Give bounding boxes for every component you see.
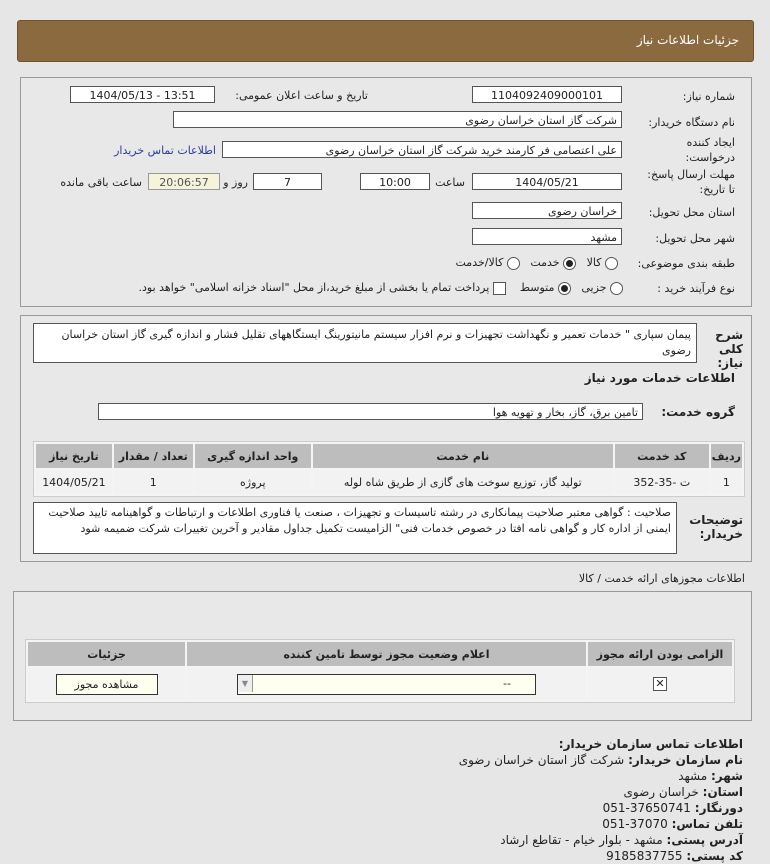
need-number-field: 1104092409000101 bbox=[472, 86, 622, 103]
province-label: استان محل تحویل: bbox=[648, 206, 735, 219]
process-radio-minor[interactable] bbox=[610, 281, 623, 295]
table-header-row: الزامی بودن ارائه مجوز اعلام وضعیت مجوز … bbox=[28, 642, 732, 666]
address-label: آدرس پستی: bbox=[666, 833, 743, 847]
phone-label: تلفن تماس: bbox=[671, 817, 743, 831]
buyer-notes-field: صلاحیت : گواهی معتبر صلاحیت پیمانکاری در… bbox=[33, 502, 677, 554]
city-label: شهر: bbox=[711, 769, 743, 783]
services-table: ردیف کد خدمت نام خدمت واحد اندازه گیری ت… bbox=[33, 441, 745, 497]
city-value: مشهد bbox=[678, 769, 708, 783]
category-radio-service[interactable] bbox=[563, 256, 577, 270]
cell-row: 1 bbox=[710, 470, 742, 494]
details-cell: مشاهده مجوز bbox=[28, 668, 185, 700]
fax-label: دورنگار: bbox=[694, 801, 743, 815]
time-label: ساعت bbox=[435, 176, 465, 189]
category-label: طبقه بندی موضوعی: bbox=[637, 257, 735, 270]
days-label: روز و bbox=[223, 176, 248, 189]
required-checkbox: ✕ bbox=[653, 677, 667, 691]
need-number-label: شماره نیاز: bbox=[682, 90, 735, 103]
process-radio-medium[interactable] bbox=[557, 281, 571, 295]
contact-title: اطلاعات تماس سازمان خریدار: bbox=[558, 737, 743, 751]
process-label: نوع فرآیند خرید : bbox=[657, 282, 735, 295]
creator-field: علی اعتصامی فر کارمند خرید شرکت گاز استا… bbox=[222, 141, 622, 158]
buyer-field: شرکت گاز استان خراسان رضوی bbox=[173, 111, 622, 128]
col-header: واحد اندازه گیری bbox=[194, 444, 311, 468]
deadline-time-field: 10:00 bbox=[360, 173, 430, 190]
address-value: مشهد - بلوار خیام - تقاطع ارشاد bbox=[500, 833, 663, 847]
view-permit-button[interactable]: مشاهده مجوز bbox=[55, 673, 158, 695]
buyer-notes-label: توضیحات خریدار: bbox=[689, 513, 743, 541]
radio-label: جزیی bbox=[581, 281, 607, 294]
cell-date: 1404/05/21 bbox=[36, 470, 112, 494]
announce-date-field: 1404/05/13 - 13:51 bbox=[70, 86, 215, 103]
deadline-date-field: 1404/05/21 bbox=[472, 173, 622, 190]
radio-label: خدمت bbox=[530, 256, 560, 269]
description-field: پیمان سپاری " خدمات تعمیر و نگهداشت تجهی… bbox=[33, 323, 697, 363]
category-radio-group: کالا خدمت کالا/خدمت bbox=[455, 256, 618, 270]
col-header: اعلام وضعیت مجوز توسط تامین کننده bbox=[187, 642, 586, 666]
remaining-time-field: 20:06:57 bbox=[148, 173, 220, 190]
description-label: شرح کلی نیاز: bbox=[715, 328, 743, 370]
required-cell: ✕ bbox=[588, 668, 732, 700]
announce-label: تاریخ و ساعت اعلان عمومی: bbox=[235, 89, 368, 102]
creator-label: ایجاد کننده bbox=[686, 136, 735, 149]
city-label: شهر محل تحویل: bbox=[655, 232, 735, 245]
status-cell: ▼ -- bbox=[187, 668, 586, 700]
category-radio-goods[interactable] bbox=[605, 256, 618, 270]
table-row: ✕ ▼ -- مشاهده مجوز bbox=[28, 668, 732, 700]
select-value: -- bbox=[503, 676, 511, 690]
deadline-label-2: تا تاریخ: bbox=[699, 183, 735, 196]
deadline-label: مهلت ارسال پاسخ: bbox=[647, 168, 735, 181]
col-header: کد خدمت bbox=[614, 444, 709, 468]
table-row: 1 ت -35-352 تولید گاز، توزیع سوخت های گا… bbox=[36, 470, 742, 494]
permits-table: الزامی بودن ارائه مجوز اعلام وضعیت مجوز … bbox=[25, 639, 735, 703]
col-header: نام خدمت bbox=[312, 444, 613, 468]
buyer-label: نام دستگاه خریدار: bbox=[648, 116, 735, 129]
col-header: جزئیات bbox=[28, 642, 185, 666]
col-header: تعداد / مقدار bbox=[113, 444, 193, 468]
page-title: جزئیات اطلاعات نیاز bbox=[636, 33, 739, 47]
province-value: خراسان رضوی bbox=[623, 785, 699, 799]
services-title: اطلاعات خدمات مورد نیاز bbox=[584, 371, 735, 385]
province-label: استان: bbox=[702, 785, 743, 799]
days-field: 7 bbox=[253, 173, 322, 190]
postal-label: کد پستی: bbox=[686, 849, 743, 863]
fax-value: 37650741-051 bbox=[602, 801, 691, 815]
radio-label: کالا bbox=[586, 256, 602, 269]
postal-value: 9185837755 bbox=[606, 849, 683, 863]
permit-status-select[interactable]: ▼ -- bbox=[237, 673, 536, 695]
chevron-down-icon[interactable]: ▼ bbox=[238, 674, 253, 692]
org-value: شرکت گاز استان خراسان رضوی bbox=[458, 753, 625, 767]
cell-qty: 1 bbox=[113, 470, 193, 494]
cell-code: ت -35-352 bbox=[614, 470, 709, 494]
page-header: جزئیات اطلاعات نیاز bbox=[17, 20, 754, 62]
city-field: مشهد bbox=[472, 228, 622, 245]
category-radio-goods-service[interactable] bbox=[506, 256, 520, 270]
cell-name: تولید گاز، توزیع سوخت های گازی از طریق ش… bbox=[312, 470, 613, 494]
radio-label: متوسط bbox=[519, 281, 555, 294]
creator-label-2: درخواست: bbox=[685, 151, 735, 164]
province-field: خراسان رضوی bbox=[472, 202, 622, 219]
col-header: الزامی بودن ارائه مجوز bbox=[588, 642, 732, 666]
col-header: تاریخ نیاز bbox=[36, 444, 112, 468]
remaining-label: ساعت باقی مانده bbox=[60, 176, 142, 189]
radio-label: کالا/خدمت bbox=[455, 256, 504, 269]
payment-note: پرداخت تمام یا بخشی از مبلغ خرید،از محل … bbox=[138, 281, 490, 294]
col-header: ردیف bbox=[710, 444, 742, 468]
treasury-payment-checkbox[interactable] bbox=[492, 281, 506, 295]
permits-title: اطلاعات مجوزهای ارائه خدمت / کالا bbox=[578, 572, 745, 585]
table-header-row: ردیف کد خدمت نام خدمت واحد اندازه گیری ت… bbox=[36, 444, 742, 468]
org-label: نام سازمان خریدار: bbox=[628, 753, 743, 767]
service-group-field: تامین برق، گاز، بخار و تهویه هوا bbox=[98, 403, 643, 420]
cell-unit: پروژه bbox=[194, 470, 311, 494]
buyer-contact-link[interactable]: اطلاعات تماس خریدار bbox=[114, 144, 216, 157]
phone-value: 37070-051 bbox=[602, 817, 668, 831]
service-group-label: گروه خدمت: bbox=[661, 405, 735, 419]
process-radio-group: جزیی متوسط پرداخت تمام یا بخشی از مبلغ خ… bbox=[139, 281, 623, 295]
